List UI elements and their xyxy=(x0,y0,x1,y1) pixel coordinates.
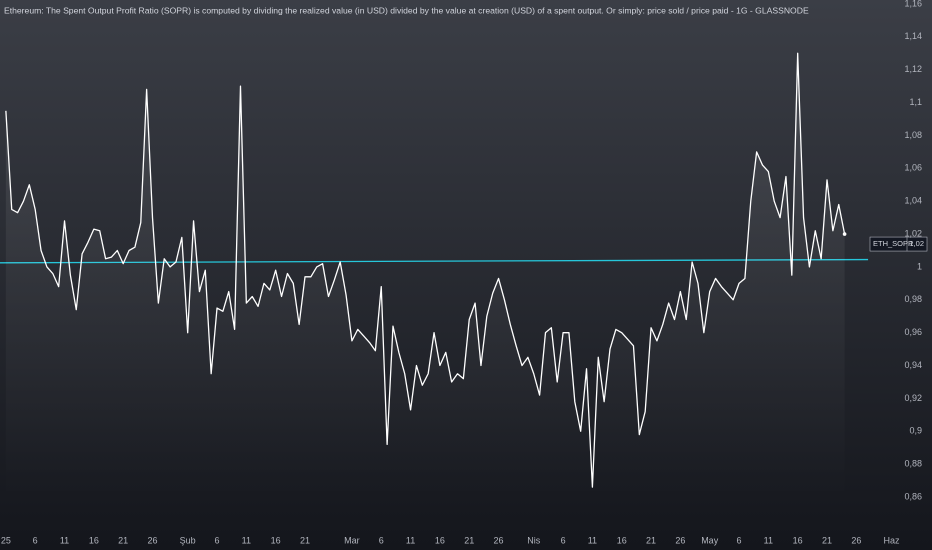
x-tick-label: 11 xyxy=(406,535,415,545)
y-tick-label: 1,14 xyxy=(904,31,922,41)
line-area xyxy=(5,53,845,502)
x-tick-label: Şub xyxy=(180,535,196,545)
x-tick-label: 16 xyxy=(271,535,281,545)
x-tick-label: 11 xyxy=(588,535,597,545)
legend-label: ETH_SOPR xyxy=(873,239,914,248)
x-tick-label: 16 xyxy=(617,535,627,545)
x-tick-label: 11 xyxy=(242,535,251,545)
x-tick-label: 26 xyxy=(147,535,157,545)
x-tick-label: 21 xyxy=(300,535,310,545)
x-tick-label: 6 xyxy=(379,535,384,545)
y-tick-label: 0,88 xyxy=(904,459,922,469)
x-tick-label: 21 xyxy=(464,535,474,545)
x-tick-label: Haz xyxy=(884,535,901,545)
y-tick-label: 1,06 xyxy=(904,163,922,173)
y-tick-label: 1,1 xyxy=(909,97,922,107)
y-tick-label: 0,94 xyxy=(904,360,922,370)
last-value-label: 1,02 xyxy=(909,239,924,248)
x-tick-label: 21 xyxy=(646,535,656,545)
y-tick-label: 0,96 xyxy=(904,327,922,337)
series-tag-box xyxy=(869,236,928,252)
x-tick-label: 21 xyxy=(118,535,128,545)
x-tick-label: 21 xyxy=(822,535,832,545)
x-tick-label: 16 xyxy=(793,535,803,545)
y-tick-label: 0,92 xyxy=(904,393,922,403)
y-tick-label: 1,08 xyxy=(904,130,922,140)
x-tick-label: May xyxy=(701,535,719,545)
y-tick-label: 0,86 xyxy=(904,491,922,501)
last-point xyxy=(842,232,847,236)
x-tick-label: 26 xyxy=(494,535,504,545)
chart-title: Ethereum: The Spent Output Profit Ratio … xyxy=(4,5,809,15)
y-tick-label: 1 xyxy=(917,261,922,271)
x-tick-label: 6 xyxy=(33,535,38,545)
x-tick-label: 16 xyxy=(435,535,445,545)
y-tick-label: 0,98 xyxy=(904,294,922,304)
y-tick-label: 0,9 xyxy=(909,426,922,436)
x-tick-label: 26 xyxy=(675,535,685,545)
y-tick-label: 1,04 xyxy=(904,196,922,206)
x-tick-label: 26 xyxy=(851,535,861,545)
x-tick-label: 6 xyxy=(215,535,220,545)
x-tick-label: 11 xyxy=(764,535,773,545)
x-tick-label: 6 xyxy=(561,535,566,545)
y-tick-label: 1,02 xyxy=(904,228,922,238)
x-tick-label: Nis xyxy=(527,535,540,545)
x-tick-label: 16 xyxy=(89,535,99,545)
line xyxy=(5,52,846,488)
x-tick-label: 11 xyxy=(60,535,69,545)
x-tick-label: 6 xyxy=(737,535,742,545)
x-tick-label: Mar xyxy=(344,535,360,545)
y-tick-label: 1,12 xyxy=(904,64,922,74)
x-tick-label: 25 xyxy=(1,535,11,545)
y-tick-label: 1,16 xyxy=(904,0,922,8)
